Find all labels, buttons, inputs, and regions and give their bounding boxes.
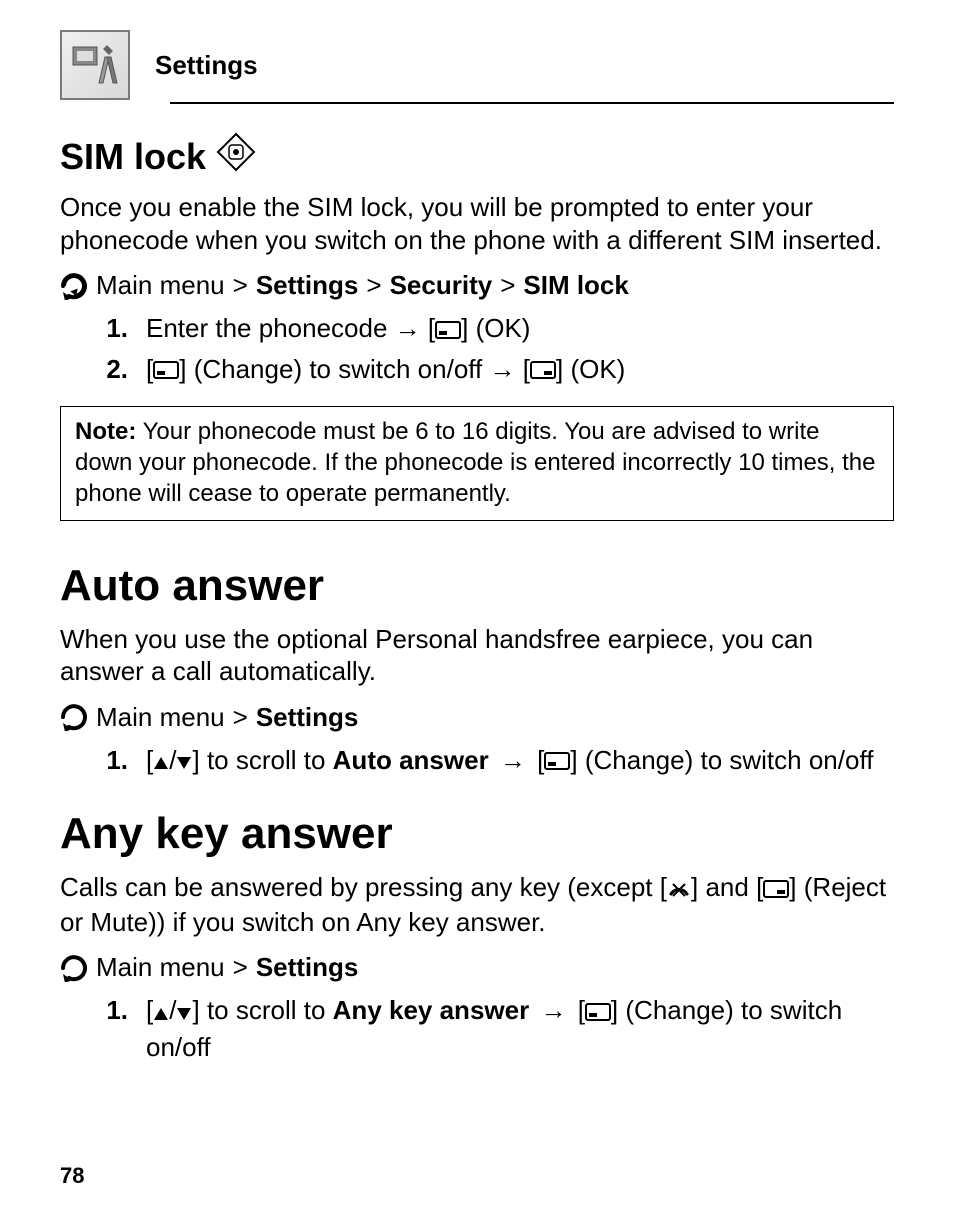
- page-number: 78: [60, 1163, 84, 1189]
- step-number: 1.: [100, 743, 128, 780]
- step-text: (OK): [570, 354, 625, 384]
- right-arrow-glyph: →: [500, 745, 526, 775]
- sim-lock-heading: SIM lock: [60, 136, 206, 178]
- intro-text: Calls can be answered by pressing any ke…: [60, 872, 660, 902]
- lbracket: [: [756, 872, 763, 902]
- lbracket: [: [428, 313, 435, 343]
- rbracket: ]: [611, 995, 618, 1025]
- lbracket: [: [537, 745, 544, 775]
- step-target: Any key answer: [333, 995, 530, 1025]
- auto-answer-intro: When you use the optional Personal hands…: [60, 623, 894, 688]
- step-target: Auto answer: [333, 745, 489, 775]
- right-arrow-glyph: →: [490, 354, 516, 384]
- softkey-left-icon: [544, 744, 570, 779]
- rbracket: ]: [789, 872, 796, 902]
- step-number: 1.: [100, 993, 128, 1065]
- step-row: 2. [] (Change) to switch on/off → [] (OK…: [100, 352, 894, 389]
- step-text: (Change) to switch on/off: [585, 745, 874, 775]
- header-underline: [170, 102, 894, 104]
- step-row: 1. [/] to scroll to Any key answer → [] …: [100, 993, 894, 1065]
- down-triangle-icon: [176, 995, 192, 1030]
- breadcrumb-item: Security: [390, 270, 493, 301]
- sim-lock-breadcrumb: Main menu > Settings > Security > SIM lo…: [60, 270, 894, 301]
- auto-answer-breadcrumb: Main menu > Settings: [60, 702, 894, 733]
- note-label: Note:: [75, 418, 136, 445]
- end-call-icon: [667, 873, 691, 906]
- rbracket: ]: [556, 354, 563, 384]
- lbracket: [: [146, 354, 153, 384]
- step-text: to scroll to: [207, 995, 333, 1025]
- step-body: [] (Change) to switch on/off → [] (OK): [146, 352, 894, 389]
- breadcrumb-sep: >: [366, 270, 381, 301]
- breadcrumb-prefix: Main menu: [96, 702, 225, 733]
- right-arrow-glyph: →: [540, 995, 566, 1025]
- up-triangle-icon: [153, 744, 169, 779]
- lbracket: [: [660, 872, 667, 902]
- rbracket: ]: [570, 745, 577, 775]
- any-key-intro: Calls can be answered by pressing any ke…: [60, 871, 894, 938]
- softkey-left-icon: [435, 313, 461, 348]
- settings-section-icon: [60, 30, 130, 100]
- breadcrumb-sep: >: [233, 952, 248, 983]
- breadcrumb-prefix: Main menu: [96, 270, 225, 301]
- auto-answer-heading: Auto answer: [60, 561, 894, 611]
- step-number: 2.: [100, 352, 128, 389]
- lbracket: [: [523, 354, 530, 384]
- lbracket: [: [146, 745, 153, 775]
- note-body: Your phonecode must be 6 to 16 digits. Y…: [75, 418, 876, 506]
- step-row: 1. [ /] to scroll to Auto answer → [] (Ch…: [100, 743, 894, 780]
- step-text: Enter the phonecode: [146, 313, 395, 343]
- any-key-heading: Any key answer: [60, 809, 894, 859]
- right-arrow-glyph: →: [395, 313, 421, 343]
- softkey-right-icon: [530, 353, 556, 388]
- down-triangle-icon: [176, 744, 192, 779]
- step-body: Enter the phonecode → [] (OK): [146, 311, 894, 348]
- rbracket: ]: [461, 313, 468, 343]
- any-key-breadcrumb: Main menu > Settings: [60, 952, 894, 983]
- section-header-title: Settings: [155, 50, 258, 81]
- lbracket: [: [578, 995, 585, 1025]
- step-body: [/] to scroll to Any key answer → [] (Ch…: [146, 993, 894, 1065]
- breadcrumb-sep: >: [233, 702, 248, 733]
- step-row: 1. Enter the phonecode → [] (OK): [100, 311, 894, 348]
- rbracket: ]: [179, 354, 186, 384]
- step-body: [ /] to scroll to Auto answer → [] (Chang…: [146, 743, 894, 780]
- lbracket: [: [146, 995, 153, 1025]
- softkey-left-icon: [153, 353, 179, 388]
- nav-arrow-icon: [60, 272, 88, 300]
- step-text: to scroll to: [207, 745, 333, 775]
- step-number: 1.: [100, 311, 128, 348]
- softkey-right-icon: [763, 873, 789, 906]
- rbracket: ]: [192, 995, 199, 1025]
- breadcrumb-item: SIM lock: [523, 270, 628, 301]
- step-text: (OK): [476, 313, 531, 343]
- intro-text: and: [698, 872, 756, 902]
- note-box: Note: Your phonecode must be 6 to 16 dig…: [60, 406, 894, 520]
- breadcrumb-item: Settings: [256, 270, 359, 301]
- step-text: (Change) to switch on/off: [194, 354, 490, 384]
- rbracket: ]: [192, 745, 199, 775]
- nav-arrow-icon: [60, 954, 88, 982]
- breadcrumb-sep: >: [500, 270, 515, 301]
- nav-arrow-icon: [60, 703, 88, 731]
- up-triangle-icon: [153, 995, 169, 1030]
- sim-lock-intro: Once you enable the SIM lock, you will b…: [60, 191, 894, 256]
- slash-glyph: /: [169, 995, 176, 1025]
- breadcrumb-item: Settings: [256, 702, 359, 733]
- breadcrumb-item: Settings: [256, 952, 359, 983]
- breadcrumb-sep: >: [233, 270, 248, 301]
- slash-glyph: /: [169, 745, 176, 775]
- softkey-left-icon: [585, 995, 611, 1030]
- breadcrumb-prefix: Main menu: [96, 952, 225, 983]
- sim-lock-icon: [216, 132, 256, 181]
